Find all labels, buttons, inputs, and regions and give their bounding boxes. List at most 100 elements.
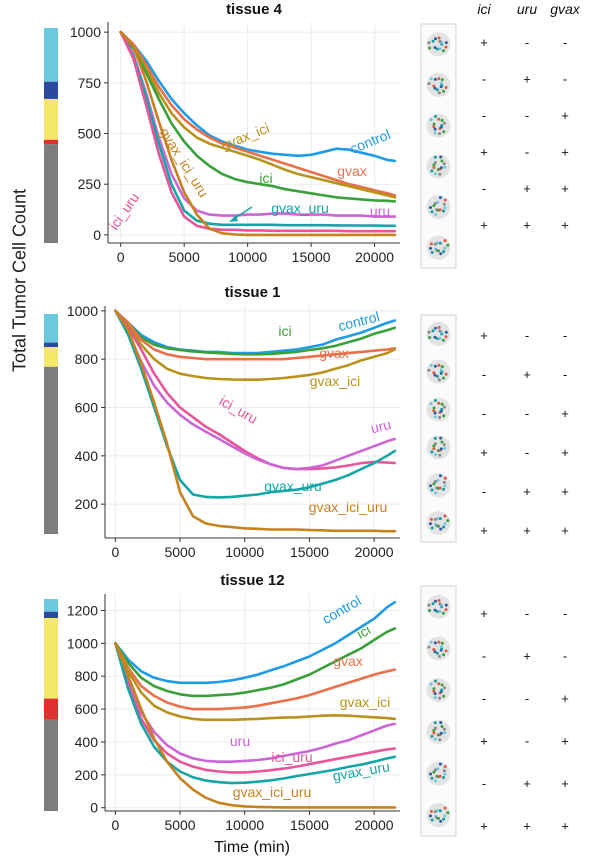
tissue-cell-dot [434, 679, 437, 683]
composition-segment [44, 698, 58, 720]
tissue-cell-dot [440, 688, 444, 692]
treatment-sign: + [561, 445, 569, 460]
tissue-cell-dot [433, 650, 437, 654]
series-line-ici_uru [114, 641, 397, 774]
tissue-cell-dot [432, 482, 436, 486]
x-axis-label: Time (min) [214, 839, 290, 856]
tissue-cell-dot [435, 337, 439, 341]
series-label-gvax_uru: gvax_uru [271, 200, 329, 216]
treatment-header-uru: uru [517, 1, 537, 17]
treatment-sign: + [523, 776, 531, 791]
treatment-sign: + [561, 776, 569, 791]
tissue-cell-dot [443, 514, 447, 518]
y-tick-label: 250 [78, 176, 102, 192]
tissue-cell-dot [437, 117, 441, 121]
tissue-cell-dot [431, 39, 435, 43]
x-tick-label: 5000 [164, 817, 195, 833]
series-label-ici: ici [278, 323, 291, 339]
treatment-sign: - [563, 649, 567, 664]
tissue-cell-dot [438, 241, 442, 245]
tissue-cell-dot [428, 46, 432, 50]
treatment-sign: + [561, 108, 569, 123]
tissue-cell-dot [433, 161, 437, 165]
series-line-gvax_ici [114, 309, 397, 382]
treatment-sign: + [561, 218, 569, 233]
tissue-cell-dot [438, 47, 442, 51]
series-line-ici [119, 30, 397, 203]
y-tick-label: 400 [75, 734, 99, 750]
treatment-header-gvax: gvax [550, 1, 581, 17]
composition-segment [44, 314, 58, 343]
tissue-cell-dot [438, 208, 442, 212]
y-tick-label: 200 [75, 767, 99, 783]
tissue-cell-dot [433, 692, 437, 696]
x-tick-label: 10000 [228, 249, 267, 265]
tissue-cell-dot [442, 487, 445, 491]
tissue-cell-dot [442, 89, 445, 93]
treatment-sign: - [482, 649, 486, 664]
tissue-cell-dot [433, 46, 437, 50]
composition-segment [44, 144, 58, 243]
tissue-cell-dot [432, 770, 436, 774]
tissue-cell-dot [432, 648, 436, 651]
tissue-cell-dot [439, 731, 443, 735]
tissue-cell-dot [444, 372, 448, 376]
tissue-cell-dot [437, 249, 440, 253]
panel-title: tissue 1 [225, 284, 281, 301]
treatment-sign: - [563, 606, 567, 621]
tissue-cell-dot [433, 364, 437, 368]
tissue-cell-dot [444, 86, 448, 89]
tissue-cell-dot [436, 808, 440, 812]
series-label-gvax_ici: gvax_ici [310, 373, 361, 389]
tissue-cell-dot [439, 447, 443, 451]
series-label-uru: uru [230, 733, 250, 749]
tissue-cell-dot [436, 479, 440, 482]
tissue-cell-dot [429, 402, 433, 405]
tissue-cell-dot [437, 326, 441, 329]
tissue-cell-dot [439, 721, 443, 724]
tissue-cell-dot [438, 609, 442, 613]
composition-segment [44, 81, 58, 99]
x-tick-label: 10000 [225, 817, 264, 833]
tissue-cell-dot [437, 378, 441, 382]
tissue-cell-dot [429, 242, 433, 246]
tissue-cell-dot [442, 817, 446, 821]
composition-segment [44, 28, 58, 82]
treatment-sign: + [480, 734, 488, 749]
tissue-cell-dot [442, 686, 446, 690]
tissue-cell-dot [430, 210, 434, 214]
composition-segment [44, 599, 58, 612]
tissue-cell-dot [442, 480, 446, 484]
tissue-cell-dot [430, 526, 434, 530]
tissue-thumbnail [426, 321, 451, 346]
tissue-cell-dot [438, 517, 442, 521]
x-tick-label: 20000 [355, 249, 394, 265]
tissue-cell-dot [434, 491, 438, 495]
y-tick-label: 600 [75, 701, 99, 717]
treatment-sign: - [563, 328, 567, 343]
series-label-gvax_ici: gvax_ici [340, 694, 391, 710]
tissue-cell-dot [446, 243, 450, 247]
tissue-cell-dot [440, 365, 444, 369]
tissue-cell-dot [432, 371, 436, 375]
tissue-cell-dot [442, 250, 446, 254]
tissue-cell-dot [432, 444, 436, 448]
treatment-sign: + [480, 606, 488, 621]
tissue-cell-dot [438, 696, 442, 700]
y-tick-label: 1000 [67, 635, 98, 651]
tissue-cell-dot [442, 414, 446, 418]
panel-title: tissue 12 [220, 572, 284, 589]
series-label-ici_uru: ici_uru [271, 749, 312, 765]
treatment-sign: + [561, 484, 569, 499]
tissue-cell-dot [442, 525, 446, 529]
tissue-cell-dot [433, 201, 437, 205]
tissue-cell-dot [437, 524, 440, 528]
tissue-thumbnail [426, 594, 451, 619]
tissue-cell-dot [442, 162, 446, 166]
tissue-cell-dot [439, 436, 443, 440]
tissue-thumbnail [426, 435, 451, 460]
tissue-cell-dot [437, 91, 441, 95]
tissue-cell-dot [436, 767, 440, 771]
treatment-sign: - [482, 367, 486, 382]
tissue-cell-dot [437, 640, 441, 644]
